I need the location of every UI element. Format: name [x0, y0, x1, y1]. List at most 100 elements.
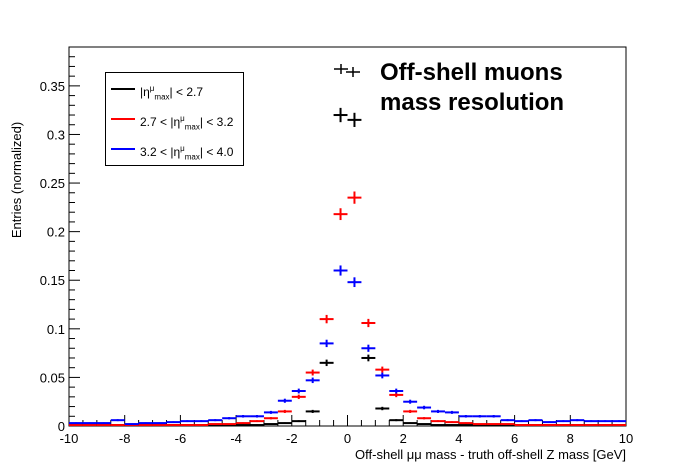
- y-axis-ticks: [69, 56, 80, 427]
- y-tick-label: 0.1: [47, 322, 65, 337]
- data-point: [250, 415, 264, 418]
- data-point: [277, 409, 292, 413]
- data-point: [389, 419, 404, 422]
- data-point: [263, 410, 278, 414]
- data-point: [82, 422, 97, 425]
- data-point: [612, 420, 626, 423]
- data-point: [319, 359, 334, 367]
- x-tick-label: 10: [619, 431, 633, 446]
- legend-swatch-blue: [111, 148, 135, 150]
- data-point: [389, 388, 404, 394]
- x-tick-label: 4: [455, 431, 462, 446]
- data-point: [403, 409, 418, 413]
- legend-label-black: |ημmax| < 2.7: [140, 84, 204, 102]
- data-point: [500, 419, 515, 422]
- data-point: [472, 423, 487, 426]
- data-point: [291, 394, 306, 400]
- data-point: [403, 399, 418, 404]
- data-point: [431, 424, 445, 427]
- data-point: [166, 424, 181, 427]
- data-point: [528, 424, 543, 427]
- legend-entry-blue: 3.2 < |ημmax| < 4.0: [106, 139, 243, 161]
- data-point: [250, 424, 264, 427]
- data-point: [458, 424, 473, 427]
- x-tick-label: -2: [286, 431, 298, 446]
- series-2: [69, 265, 626, 426]
- data-point: [69, 422, 83, 425]
- data-point: [333, 208, 348, 221]
- y-axis-label: Entries (normalized): [9, 122, 24, 238]
- series-1: [69, 191, 626, 427]
- data-point: [542, 421, 557, 424]
- data-point: [208, 423, 223, 426]
- data-point: [417, 417, 432, 420]
- data-point: [444, 424, 459, 427]
- data-point: [263, 417, 278, 420]
- data-point: [110, 419, 125, 422]
- x-tick-label: -10: [60, 431, 79, 446]
- x-tick-label: -8: [119, 431, 131, 446]
- legend-entry-red: 2.7 < |ημmax| < 3.2: [106, 109, 243, 131]
- chart-title-line-1: Off-shell muons: [380, 59, 563, 86]
- data-point: [291, 388, 306, 394]
- data-point: [96, 422, 111, 425]
- data-point: [584, 424, 599, 427]
- data-point: [486, 423, 501, 426]
- y-tick-label: 0.05: [40, 370, 65, 385]
- data-point: [138, 424, 153, 427]
- data-point: [236, 415, 251, 418]
- legend-label-blue: 3.2 < |ημmax| < 4.0: [140, 144, 234, 162]
- data-point: [347, 191, 362, 204]
- data-point: [403, 422, 418, 425]
- data-point: [431, 409, 445, 413]
- legend: |ημmax| < 2.7 2.7 < |ημmax| < 3.2 3.2 < …: [105, 72, 244, 166]
- data-point: [612, 424, 626, 427]
- data-point: [291, 420, 306, 423]
- data-point: [82, 424, 97, 427]
- x-tick-label: 0: [344, 431, 351, 446]
- data-point: [556, 420, 571, 423]
- data-point: [458, 422, 473, 425]
- legend-swatch-red: [111, 118, 135, 120]
- data-point: [361, 354, 376, 362]
- x-tick-label: 6: [511, 431, 518, 446]
- data-point: [69, 424, 83, 427]
- data-point: [152, 422, 167, 425]
- data-marks: [69, 107, 626, 427]
- y-tick-label: 0.15: [40, 273, 65, 288]
- data-point: [417, 405, 432, 410]
- data-point: [124, 423, 139, 426]
- data-point: [375, 406, 390, 411]
- y-tick-labels: 0 0.05 0.1 0.15 0.2 0.25 0.3 0.35: [40, 79, 65, 434]
- chart-title-line-2: mass resolution: [380, 89, 565, 116]
- data-point: [194, 424, 209, 427]
- y-tick-label: 0: [58, 419, 65, 434]
- legend-label-red: 2.7 < |ημmax| < 3.2: [140, 114, 234, 132]
- data-point: [208, 419, 223, 422]
- x-tick-labels: -10 -8 -6 -4 -2 0 2 4 6 8 10: [60, 431, 634, 446]
- data-point: [417, 423, 432, 426]
- data-point: [180, 420, 195, 423]
- x-axis-label: Off-shell μμ mass - truth off-shell Z ma…: [355, 447, 626, 462]
- data-point: [444, 421, 459, 424]
- data-point: [598, 420, 613, 423]
- data-point: [542, 424, 557, 427]
- legend-swatch-black: [111, 88, 135, 90]
- x-tick-label: -4: [230, 431, 242, 446]
- y-tick-label: 0.2: [47, 225, 65, 240]
- title-marker-icon: [334, 64, 360, 77]
- data-point: [222, 417, 237, 420]
- data-point: [528, 419, 543, 422]
- legend-entry-black: |ημmax| < 2.7: [106, 79, 243, 101]
- data-point: [236, 424, 251, 427]
- data-point: [110, 424, 125, 427]
- data-point: [472, 415, 487, 418]
- data-point: [570, 424, 585, 427]
- data-point: [514, 424, 529, 427]
- data-point: [222, 423, 237, 426]
- x-tick-label: -6: [175, 431, 187, 446]
- data-point: [236, 422, 251, 425]
- x-tick-label: 2: [400, 431, 407, 446]
- data-point: [166, 421, 181, 424]
